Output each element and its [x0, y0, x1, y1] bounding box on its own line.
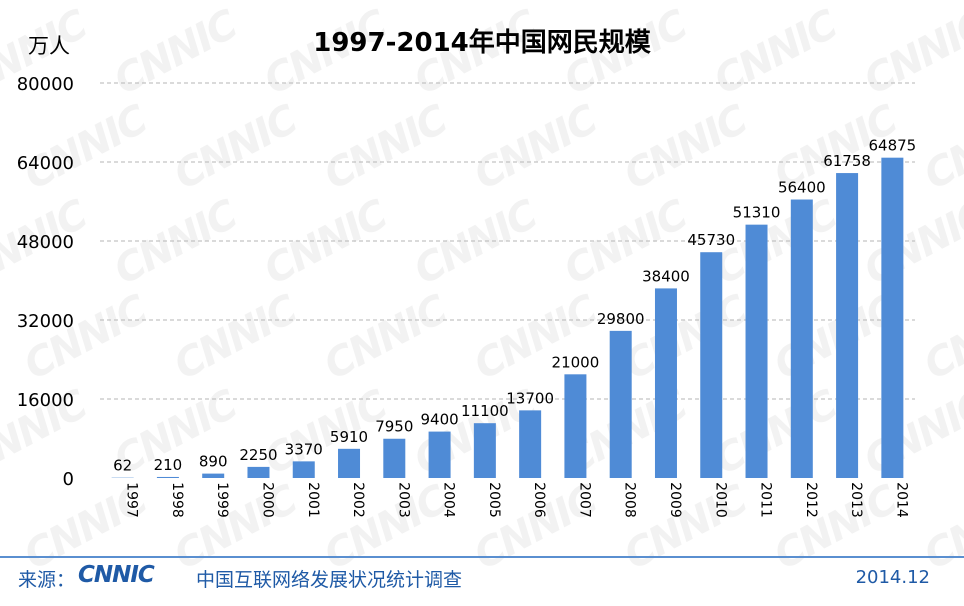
- data-label: 2250: [239, 446, 277, 464]
- y-axis: 0 16000 32000 48000 64000 80000: [17, 74, 74, 490]
- data-label: 61758: [823, 152, 871, 170]
- x-tick-label: 1999: [214, 482, 230, 518]
- bar: [564, 374, 587, 478]
- y-tick-label: 64000: [17, 153, 74, 174]
- bar: [881, 157, 904, 478]
- data-label: 62: [113, 457, 132, 475]
- bar: [519, 410, 542, 478]
- x-tick-label: 2002: [350, 482, 366, 518]
- x-tick-label: 2006: [531, 482, 547, 518]
- footer-source-label: 来源：: [18, 569, 76, 591]
- data-label: 45730: [687, 231, 735, 249]
- y-tick-label: 48000: [17, 232, 74, 253]
- x-tick-label: 2001: [305, 482, 321, 518]
- bar: [292, 461, 315, 478]
- data-label: 7950: [375, 418, 413, 436]
- bar-series: [111, 157, 904, 478]
- data-label: 13700: [506, 389, 554, 407]
- bar: [790, 199, 813, 478]
- bar: [609, 330, 632, 478]
- bar: [202, 473, 225, 478]
- y-tick-label: 80000: [17, 74, 74, 95]
- y-tick-label: 32000: [17, 311, 74, 332]
- data-label: 5910: [330, 428, 368, 446]
- bar: [156, 476, 179, 478]
- y-axis-unit: 万人: [28, 34, 70, 58]
- data-label: 210: [154, 456, 183, 474]
- x-tick-label: 2009: [667, 482, 683, 518]
- data-label: 51310: [733, 204, 781, 222]
- x-tick-label: 2008: [622, 482, 638, 518]
- x-tick-label: 2007: [576, 482, 592, 518]
- data-label: 21000: [552, 353, 600, 371]
- x-tick-label: 2014: [893, 482, 909, 518]
- x-tick-label: 2000: [259, 482, 275, 518]
- bar: [654, 288, 677, 478]
- footer-divider: [0, 556, 964, 558]
- bar: [473, 423, 496, 478]
- data-label: 890: [199, 453, 228, 471]
- bar: [428, 431, 451, 478]
- bar: [247, 466, 270, 478]
- cnnic-logo: CNNIC: [78, 562, 155, 588]
- data-label: 9400: [420, 411, 458, 429]
- bar: [383, 438, 406, 478]
- data-label: 38400: [642, 267, 690, 285]
- data-label: 64875: [869, 137, 917, 155]
- data-label: 11100: [461, 402, 509, 420]
- x-tick-label: 2012: [803, 482, 819, 518]
- data-label: 3370: [285, 440, 323, 458]
- data-label: 29800: [597, 310, 645, 328]
- grid-lines: [100, 82, 915, 400]
- x-tick-label: 2011: [758, 482, 774, 518]
- bar: [700, 252, 723, 478]
- x-tick-label: 2003: [395, 482, 411, 518]
- chart-title: 1997-2014年中国网民规模: [313, 28, 651, 58]
- x-tick-label: 2005: [486, 482, 502, 518]
- y-tick-label: 16000: [17, 390, 74, 411]
- bar: [338, 448, 361, 478]
- x-tick-label: 2013: [848, 482, 864, 518]
- y-tick-label: 0: [63, 469, 74, 490]
- data-label: 56400: [778, 179, 826, 197]
- x-tick-label: 1997: [124, 482, 140, 518]
- footer-date: 2014.12: [855, 567, 930, 588]
- footer-organization: 中国互联网络发展状况统计调查: [196, 569, 463, 591]
- x-axis: 1997 1998 1999 2000 2001 2002 2003 2004 2005 2006…: [124, 482, 910, 518]
- bar: [836, 173, 859, 478]
- x-tick-label: 2010: [712, 482, 728, 518]
- x-tick-label: 1998: [169, 482, 185, 518]
- bar-chart: 0 16000 32000 48000 64000 80000 62 210 890 2250 3…: [17, 74, 916, 518]
- bar: [745, 224, 768, 478]
- x-tick-label: 2004: [441, 482, 457, 518]
